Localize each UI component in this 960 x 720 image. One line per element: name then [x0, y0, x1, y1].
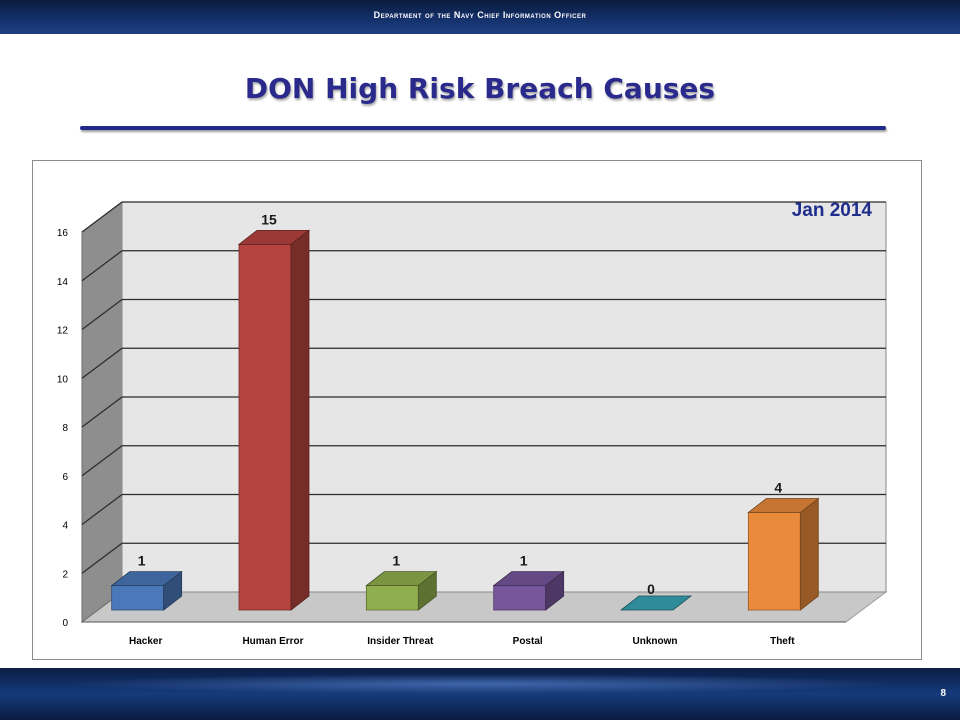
data-label: 15	[261, 211, 277, 227]
y-tick-label: 6	[62, 472, 68, 483]
gridline-side	[81, 494, 123, 525]
bar-top	[492, 571, 565, 587]
data-label: 0	[647, 581, 655, 597]
banner-glow	[60, 674, 900, 694]
x-tick-label: Hacker	[129, 636, 162, 647]
x-tick-label: Human Error	[242, 636, 303, 647]
y-tick-label: 4	[62, 521, 68, 532]
gridline-side	[81, 445, 123, 477]
data-label: 1	[392, 553, 400, 569]
y-tick-label: 12	[57, 326, 69, 337]
data-label: 1	[138, 553, 146, 569]
chart-date-annotation: Jan 2014	[792, 200, 873, 221]
y-tick-label: 16	[57, 228, 69, 239]
y-tick-label: 2	[62, 569, 68, 580]
y-tick-label: 10	[57, 374, 69, 385]
gridline-side	[81, 299, 123, 330]
data-label: 1	[520, 553, 528, 569]
x-tick-label: Insider Threat	[367, 636, 434, 647]
data-label: 4	[774, 480, 782, 496]
bar-flat	[619, 595, 693, 611]
organization-name: Department of the Navy Chief Information…	[373, 10, 587, 20]
slide-title: DON High Risk Breach Causes	[244, 72, 716, 105]
bar-top	[365, 571, 438, 587]
y-tick-label: 8	[62, 423, 68, 434]
x-tick-label: Theft	[770, 636, 795, 647]
bar-front	[238, 243, 292, 611]
y-tick-label: 14	[57, 277, 69, 288]
top-banner: Department of the Navy Chief Information…	[0, 0, 960, 34]
bar-side	[290, 229, 310, 611]
bar-top	[110, 571, 183, 587]
gridline-side	[81, 201, 123, 233]
x-tick-label: Unknown	[633, 636, 678, 647]
bar-front	[493, 585, 547, 611]
gridline-side	[81, 396, 123, 428]
bar-front	[111, 585, 165, 611]
page-number: 8	[940, 688, 946, 699]
bar-top	[747, 498, 820, 513]
bar-side	[799, 497, 819, 611]
title-underline	[80, 126, 886, 130]
gridline-side	[81, 250, 123, 282]
bottom-banner: 8	[0, 668, 960, 720]
bar-front	[365, 585, 419, 611]
bar-front	[747, 512, 801, 611]
gridline-side	[81, 347, 123, 379]
gridline-side	[81, 542, 123, 574]
x-tick-label: Postal	[513, 636, 543, 647]
bar-top	[237, 229, 311, 245]
y-tick-label: 0	[62, 618, 68, 629]
